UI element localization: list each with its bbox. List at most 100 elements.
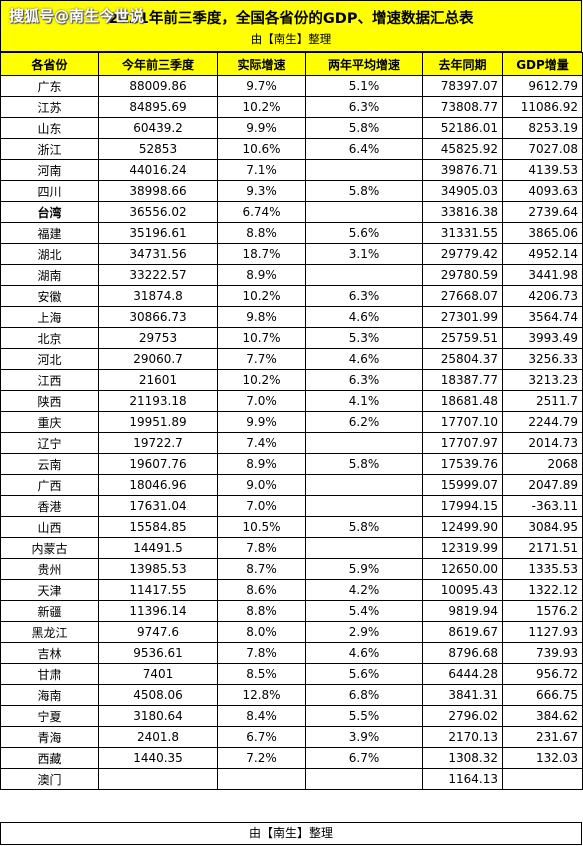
increment-cell: 3865.06 — [502, 222, 583, 244]
gdp-cell: 88009.86 — [98, 75, 218, 97]
growth-cell: 8.4% — [217, 705, 306, 727]
last-year-cell: 31331.55 — [422, 222, 503, 244]
growth-cell: 10.2% — [217, 369, 306, 391]
last-year-cell: 2796.02 — [422, 705, 503, 727]
avg-growth-cell — [305, 474, 423, 496]
gdp-cell: 84895.69 — [98, 96, 218, 118]
province-cell: 江西 — [0, 369, 99, 391]
gdp-cell: 14491.5 — [98, 537, 218, 559]
avg-growth-cell: 5.5% — [305, 705, 423, 727]
last-year-cell: 45825.92 — [422, 138, 503, 160]
last-year-cell: 34905.03 — [422, 180, 503, 202]
table-row: 西藏 1440.35 7.2% 6.7% 1308.32 132.03 — [0, 747, 583, 769]
avg-growth-cell: 4.6% — [305, 306, 423, 328]
increment-cell: 4139.53 — [502, 159, 583, 181]
avg-growth-cell: 5.4% — [305, 600, 423, 622]
gdp-cell: 52853 — [98, 138, 218, 160]
table-row: 吉林 9536.61 7.8% 4.6% 8796.68 739.93 — [0, 642, 583, 664]
last-year-cell: 6444.28 — [422, 663, 503, 685]
avg-growth-cell: 5.8% — [305, 180, 423, 202]
increment-cell: 231.67 — [502, 726, 583, 748]
table-title: 2021年前三季度，全国各省份的GDP、增速数据汇总表 — [108, 11, 474, 27]
avg-growth-cell: 5.6% — [305, 663, 423, 685]
avg-growth-cell: 3.1% — [305, 243, 423, 265]
province-cell: 澳门 — [0, 768, 99, 790]
last-year-cell: 52186.01 — [422, 117, 503, 139]
increment-cell: 9612.79 — [502, 75, 583, 97]
increment-cell: 739.93 — [502, 642, 583, 664]
gdp-cell: 3180.64 — [98, 705, 218, 727]
last-year-cell: 17707.10 — [422, 411, 503, 433]
table-row: 河南 44016.24 7.1% 39876.71 4139.53 — [0, 159, 583, 181]
table-row: 江西 21601 10.2% 6.3% 18387.77 3213.23 — [0, 369, 583, 391]
growth-cell: 8.6% — [217, 579, 306, 601]
growth-cell: 8.5% — [217, 663, 306, 685]
gdp-cell: 9747.6 — [98, 621, 218, 643]
column-header: 今年前三季度 — [98, 52, 218, 76]
table-row: 广西 18046.96 9.0% 15999.07 2047.89 — [0, 474, 583, 496]
avg-growth-cell — [305, 264, 423, 286]
province-cell: 湖北 — [0, 243, 99, 265]
table-row: 北京 29753 10.7% 5.3% 25759.51 3993.49 — [0, 327, 583, 349]
gdp-cell: 4508.06 — [98, 684, 218, 706]
province-cell: 上海 — [0, 306, 99, 328]
increment-cell: 2244.79 — [502, 411, 583, 433]
last-year-cell: 18681.48 — [422, 390, 503, 412]
growth-cell: 8.0% — [217, 621, 306, 643]
avg-growth-cell: 6.3% — [305, 369, 423, 391]
table-row: 台湾 36556.02 6.74% 33816.38 2739.64 — [0, 201, 583, 223]
gdp-cell: 9536.61 — [98, 642, 218, 664]
table-row: 福建 35196.61 8.8% 5.6% 31331.55 3865.06 — [0, 222, 583, 244]
province-cell: 吉林 — [0, 642, 99, 664]
growth-cell: 8.8% — [217, 222, 306, 244]
avg-growth-cell: 5.9% — [305, 558, 423, 580]
growth-cell: 10.2% — [217, 96, 306, 118]
table-row: 香港 17631.04 7.0% 17994.15 -363.11 — [0, 495, 583, 517]
avg-growth-cell: 4.6% — [305, 348, 423, 370]
table-subtitle: 由【南生】整理 — [250, 32, 332, 46]
growth-cell: 7.2% — [217, 747, 306, 769]
avg-growth-cell — [305, 159, 423, 181]
gdp-cell: 19951.89 — [98, 411, 218, 433]
gdp-cell: 2401.8 — [98, 726, 218, 748]
column-header: 去年同期 — [422, 52, 503, 76]
last-year-cell: 17539.76 — [422, 453, 503, 475]
gdp-cell: 15584.85 — [98, 516, 218, 538]
avg-growth-cell: 4.1% — [305, 390, 423, 412]
increment-cell: 1335.53 — [502, 558, 583, 580]
avg-growth-cell — [305, 432, 423, 454]
growth-cell: 10.5% — [217, 516, 306, 538]
last-year-cell: 3841.31 — [422, 684, 503, 706]
province-cell: 山东 — [0, 117, 99, 139]
avg-growth-cell: 6.3% — [305, 285, 423, 307]
province-cell: 四川 — [0, 180, 99, 202]
increment-cell: 1127.93 — [502, 621, 583, 643]
table-row: 山东 60439.2 9.9% 5.8% 52186.01 8253.19 — [0, 117, 583, 139]
table-row: 广东 88009.86 9.7% 5.1% 78397.07 9612.79 — [0, 75, 583, 97]
province-cell: 天津 — [0, 579, 99, 601]
growth-cell: 9.8% — [217, 306, 306, 328]
table-row: 四川 38998.66 9.3% 5.8% 34905.03 4093.63 — [0, 180, 583, 202]
table-row: 新疆 11396.14 8.8% 5.4% 9819.94 1576.2 — [0, 600, 583, 622]
increment-cell: 3441.98 — [502, 264, 583, 286]
header-row: 各省份 今年前三季度 实际增速 两年平均增速 去年同期 GDP增量 — [0, 52, 583, 76]
title-block: 2021年前三季度，全国各省份的GDP、增速数据汇总表 由【南生】整理 搜狐号@… — [0, 0, 582, 52]
growth-cell: 9.3% — [217, 180, 306, 202]
table-body: 广东 88009.86 9.7% 5.1% 78397.07 9612.79 江苏 84895… — [0, 75, 583, 790]
avg-growth-cell: 5.8% — [305, 516, 423, 538]
growth-cell: 9.7% — [217, 75, 306, 97]
province-cell: 黑龙江 — [0, 621, 99, 643]
table-row: 浙江 52853 10.6% 6.4% 45825.92 7027.08 — [0, 138, 583, 160]
growth-cell: 12.8% — [217, 684, 306, 706]
table-row: 湖南 33222.57 8.9% 29780.59 3441.98 — [0, 264, 583, 286]
growth-cell: 7.8% — [217, 537, 306, 559]
growth-cell: 9.9% — [217, 411, 306, 433]
avg-growth-cell — [305, 768, 423, 790]
last-year-cell: 33816.38 — [422, 201, 503, 223]
gdp-cell: 36556.02 — [98, 201, 218, 223]
increment-cell: 2171.51 — [502, 537, 583, 559]
growth-cell: 18.7% — [217, 243, 306, 265]
gdp-cell: 29060.7 — [98, 348, 218, 370]
table-row: 黑龙江 9747.6 8.0% 2.9% 8619.67 1127.93 — [0, 621, 583, 643]
table-row: 海南 4508.06 12.8% 6.8% 3841.31 666.75 — [0, 684, 583, 706]
